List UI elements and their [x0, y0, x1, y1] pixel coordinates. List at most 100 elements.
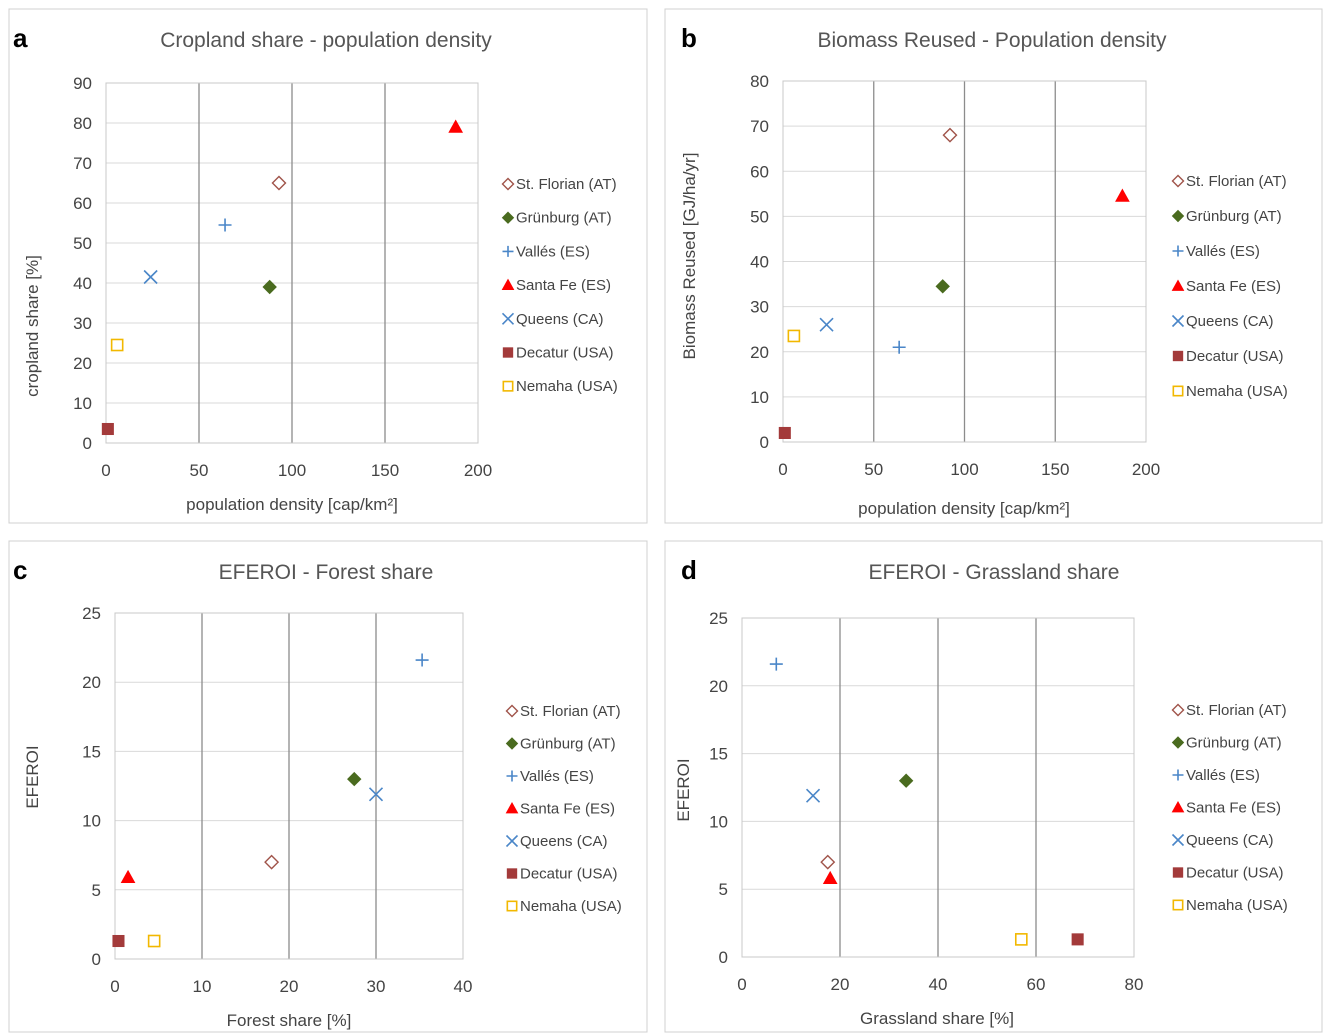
- legend-label: St. Florian (AT): [516, 176, 617, 193]
- y-tick-label: 50: [750, 207, 769, 226]
- y-tick-label: 70: [750, 117, 769, 136]
- data-point: [110, 338, 124, 352]
- chart-title: Biomass Reused - Population density: [817, 29, 1167, 52]
- panel-letter: a: [13, 23, 28, 53]
- x-axis-label: Grassland share [%]: [860, 1009, 1014, 1028]
- y-tick-label: 30: [73, 314, 92, 333]
- chart-panel-b: 0 10 20 30 40 50 60 70 80 0 50 100 150 200 Biomass Reu…: [664, 8, 1323, 524]
- data-point: [262, 279, 277, 295]
- legend-item: Vallés (ES): [506, 768, 594, 785]
- legend-label: St. Florian (AT): [520, 703, 621, 720]
- legend-item: Grünburg (AT): [1171, 208, 1282, 225]
- y-tick-label: 0: [719, 948, 728, 967]
- data-point: [147, 934, 161, 948]
- legend-marker: [502, 245, 514, 257]
- legend-marker: [505, 834, 519, 848]
- chart-title: EFEROI - Grassland share: [869, 561, 1120, 584]
- legend-label: St. Florian (AT): [1186, 702, 1287, 719]
- x-tick-label: 100: [278, 461, 306, 480]
- legend-marker: [502, 347, 514, 358]
- legend-item: Grünburg (AT): [501, 210, 612, 227]
- data-point: [820, 854, 836, 870]
- legend-marker: [1172, 867, 1184, 878]
- data-point: [822, 870, 838, 885]
- legend-label: Vallés (ES): [1186, 767, 1260, 784]
- legend-item: Queens (CA): [1171, 313, 1274, 330]
- legend-item: Vallés (ES): [1172, 767, 1260, 784]
- y-tick-label: 5: [92, 881, 101, 900]
- data-point: [787, 329, 801, 343]
- x-tick-label: 30: [367, 977, 386, 996]
- legend-marker: [505, 801, 519, 814]
- x-tick-label: 50: [864, 460, 883, 479]
- legend-marker: [1171, 736, 1185, 749]
- x-tick-label: 200: [1132, 460, 1160, 479]
- legend-label: Grünburg (AT): [516, 210, 612, 227]
- legend-marker: [505, 704, 519, 718]
- legend-label: Vallés (ES): [520, 768, 594, 785]
- y-tick-label: 10: [82, 812, 101, 831]
- x-tick-label: 60: [1027, 975, 1046, 994]
- legend-item: Nemaha (USA): [506, 898, 622, 915]
- legend-item: Decatur (USA): [506, 866, 618, 883]
- y-tick-label: 0: [92, 950, 101, 969]
- data-point: [819, 317, 834, 332]
- legend-item: Nemaha (USA): [502, 378, 618, 395]
- y-tick-label: 25: [82, 604, 101, 623]
- legend-item: Grünburg (AT): [1171, 735, 1282, 752]
- y-tick-label: 25: [709, 609, 728, 628]
- y-axis-label: EFEROI: [23, 745, 42, 808]
- legend-label: Queens (CA): [1186, 832, 1274, 849]
- y-tick-label: 10: [709, 812, 728, 831]
- legend-item: Queens (CA): [501, 311, 604, 328]
- data-point: [1014, 933, 1028, 946]
- legend-label: Queens (CA): [516, 311, 604, 328]
- legend-item: Nemaha (USA): [1172, 897, 1288, 914]
- x-tick-label: 40: [454, 977, 473, 996]
- legend-label: Nemaha (USA): [520, 898, 622, 915]
- x-tick-label: 20: [831, 975, 850, 994]
- legend-marker: [501, 312, 515, 325]
- legend-marker: [1171, 800, 1185, 813]
- legend-marker: [1171, 314, 1185, 328]
- legend-label: Grünburg (AT): [1186, 208, 1282, 225]
- y-tick-label: 0: [83, 434, 92, 453]
- legend-item: Santa Fe (ES): [1171, 278, 1281, 295]
- x-tick-label: 0: [110, 977, 119, 996]
- x-axis-label: population density [cap/km²]: [186, 495, 398, 514]
- chart-title: EFEROI - Forest share: [219, 561, 434, 584]
- legend-item: Vallés (ES): [502, 243, 590, 260]
- legend-item: Nemaha (USA): [1172, 383, 1288, 400]
- y-tick-label: 50: [73, 234, 92, 253]
- legend-item: Decatur (USA): [1172, 865, 1284, 882]
- legend: St. Florian (AT) Grünburg (AT) Vallés (ES)…: [505, 703, 622, 915]
- legend-marker: [501, 177, 515, 191]
- legend-marker: [1171, 174, 1185, 188]
- legend-label: Grünburg (AT): [1186, 735, 1282, 752]
- y-tick-label: 0: [760, 433, 769, 452]
- panel-letter: b: [681, 23, 697, 53]
- data-point: [769, 657, 783, 671]
- panel-letter: c: [13, 555, 27, 585]
- legend-label: Decatur (USA): [516, 345, 614, 362]
- legend: St. Florian (AT) Grünburg (AT) Vallés (ES)…: [1171, 173, 1288, 400]
- chart-title: Cropland share - population density: [160, 29, 492, 52]
- chart-panel-a: 0 10 20 30 40 50 60 70 80 90 0 50 100 150 200 Cropland …: [8, 8, 648, 524]
- chart-panel-d: 0 5 10 15 20 25 0 20 40 60 80 EFEROI - Grassland sh…: [664, 540, 1323, 1033]
- legend-marker: [502, 380, 514, 392]
- legend-marker: [1172, 899, 1184, 911]
- y-tick-label: 70: [73, 154, 92, 173]
- y-tick-label: 30: [750, 298, 769, 317]
- data-point: [942, 127, 958, 143]
- legend: St. Florian (AT) Grünburg (AT) Vallés (ES)…: [1171, 702, 1288, 914]
- y-tick-label: 15: [709, 745, 728, 764]
- legend-item: Santa Fe (ES): [505, 801, 615, 818]
- plot-area-border: [741, 617, 1135, 958]
- legend-marker: [1171, 209, 1185, 223]
- legend-item: Decatur (USA): [502, 345, 614, 362]
- x-tick-label: 100: [950, 460, 978, 479]
- data-point: [448, 119, 464, 133]
- legend-marker: [501, 278, 515, 290]
- plot-area-border: [105, 82, 479, 444]
